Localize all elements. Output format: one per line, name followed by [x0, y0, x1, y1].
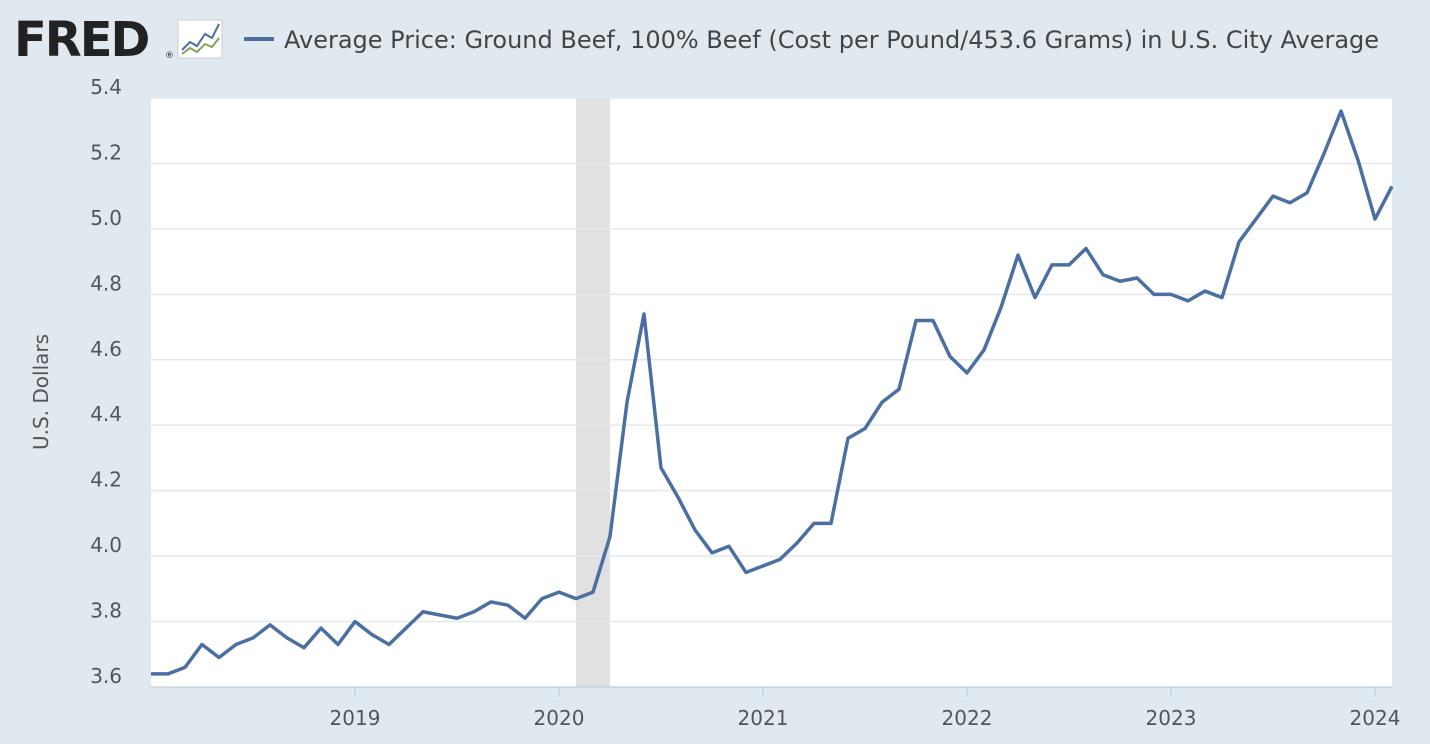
y-tick-label: 5.0	[90, 206, 122, 230]
y-tick-label: 3.6	[90, 664, 122, 688]
y-tick-label: 5.2	[90, 140, 122, 164]
recession-band	[576, 98, 610, 687]
y-axis-label: U.S. Dollars	[29, 334, 53, 450]
logo-icon	[177, 19, 223, 59]
x-tick-label: 2019	[330, 706, 381, 730]
x-tick-label: 2020	[534, 706, 585, 730]
logo-icon-line	[181, 23, 220, 51]
x-tick-label: 2024	[1350, 706, 1401, 730]
y-tick-label: 5.4	[90, 75, 122, 99]
y-tick-label: 3.8	[90, 599, 122, 623]
y-tick-label: 4.4	[90, 402, 122, 426]
logo: FRED	[14, 12, 149, 68]
x-tick-label: 2022	[942, 706, 993, 730]
y-tick-label: 4.0	[90, 533, 122, 557]
x-tick-label: 2021	[738, 706, 789, 730]
logo-mark: ®	[165, 51, 174, 61]
legend-label: Average Price: Ground Beef, 100% Beef (C…	[284, 26, 1379, 54]
logo-icon-line	[181, 37, 220, 55]
plot-area	[151, 98, 1392, 687]
y-tick-label: 4.2	[90, 468, 122, 492]
x-tick-label: 2023	[1146, 706, 1197, 730]
data-line	[151, 109, 1394, 676]
y-tick-label: 4.8	[90, 271, 122, 295]
y-tick-label: 4.6	[90, 337, 122, 361]
